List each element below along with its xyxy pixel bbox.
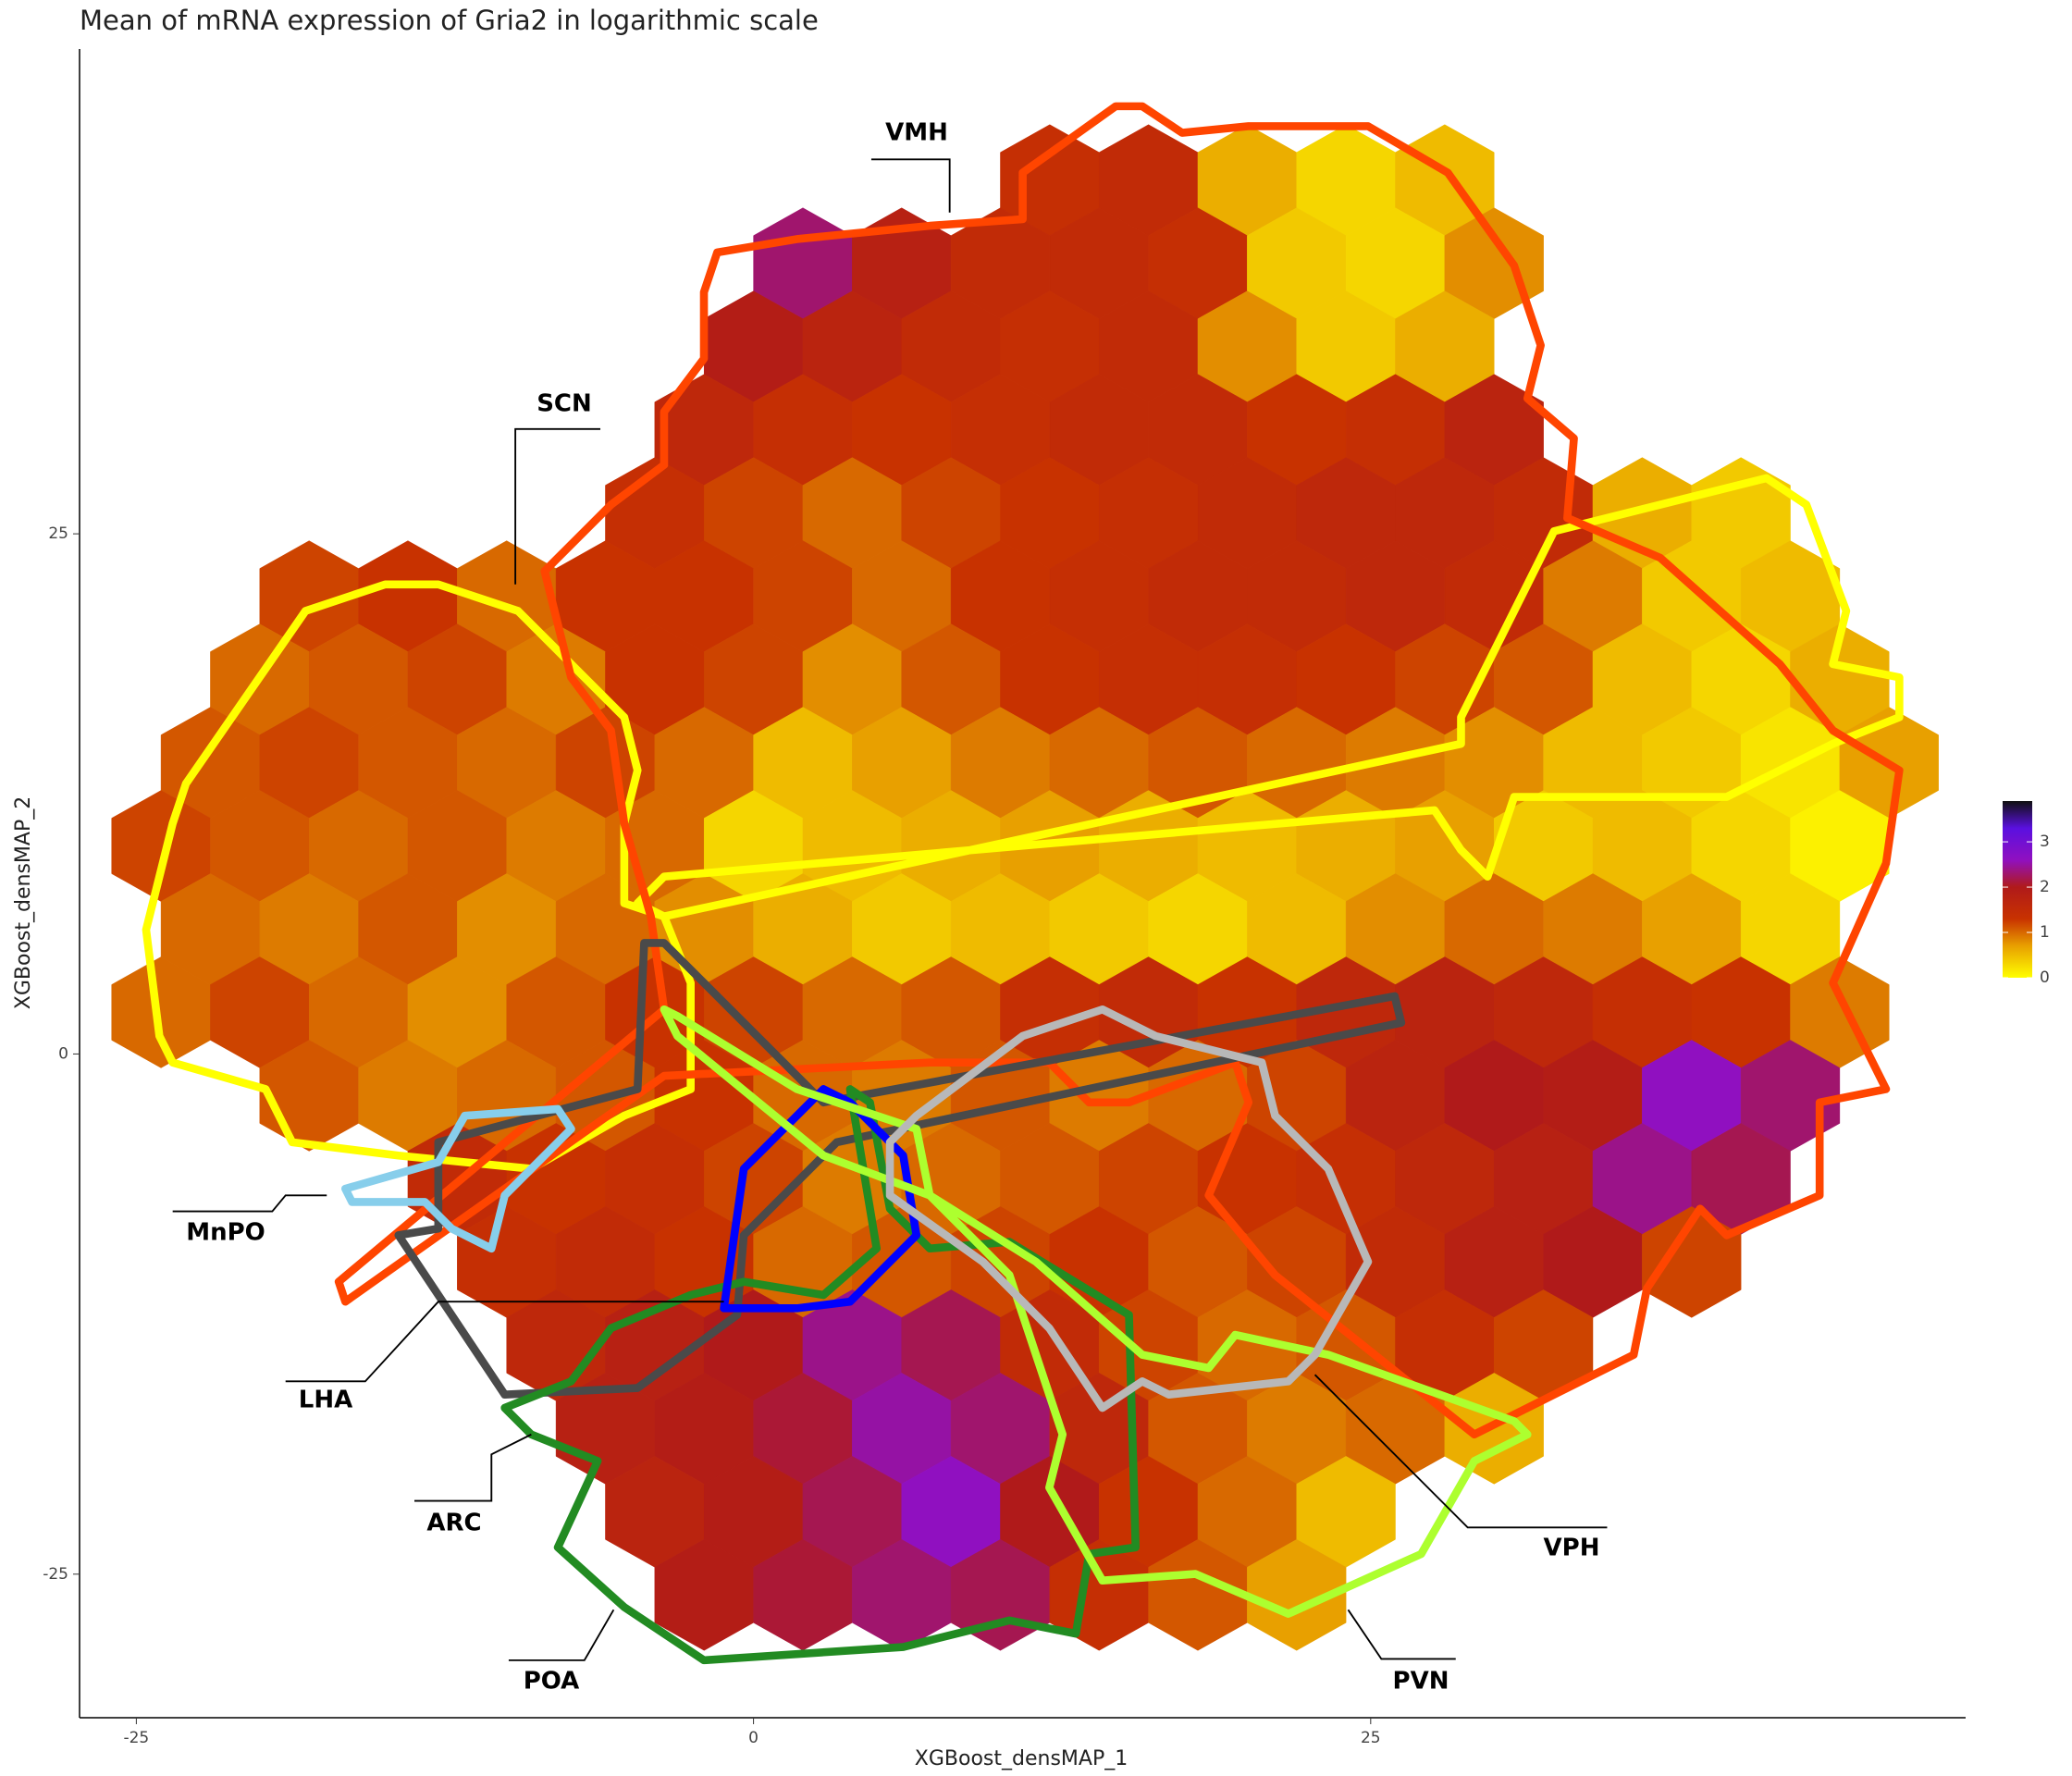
leader-line <box>870 158 951 213</box>
x-tick-label: 25 <box>1361 1729 1381 1747</box>
contour <box>394 939 1406 1400</box>
region-label: PVN <box>1393 1668 1449 1696</box>
colorbar-tick-label: 0 <box>2040 968 2050 987</box>
colorbar-tick-label: 1 <box>2040 923 2050 942</box>
contour <box>885 1005 1373 1412</box>
region-label: SCN <box>536 390 592 418</box>
chart-title: Mean of mRNA expression of Gria2 in loga… <box>80 5 819 36</box>
hex-cell <box>1247 1539 1347 1651</box>
y-tick-label: -25 <box>43 1565 68 1584</box>
x-tick-label: -25 <box>123 1729 149 1747</box>
colorbar-tick-label: 2 <box>2040 878 2050 896</box>
leader-line <box>1314 1374 1608 1529</box>
region-label: POA <box>524 1668 580 1696</box>
contour <box>633 474 1904 921</box>
contour <box>720 1085 921 1313</box>
region-contours <box>142 102 1904 1665</box>
region-label: LHA <box>299 1387 352 1414</box>
leader-line <box>172 1194 327 1213</box>
y-tick-label: 0 <box>58 1044 68 1063</box>
leader-line <box>514 427 601 585</box>
region-label: VPH <box>1544 1535 1600 1562</box>
leader-line <box>285 1301 724 1383</box>
hexbin-layer <box>111 124 1939 1651</box>
region-label: ARC <box>426 1510 481 1537</box>
y-tick-label: 25 <box>48 524 68 543</box>
colorbar-tick-label: 3 <box>2040 832 2050 851</box>
x-axis-label: XGBoost_densMAP_1 <box>915 1747 1128 1770</box>
leader-line <box>414 1433 532 1502</box>
region-label: MnPO <box>186 1219 265 1247</box>
x-tick-label: 0 <box>748 1729 758 1747</box>
region-label: VMH <box>885 119 948 147</box>
contour <box>341 1104 575 1253</box>
hex-cell <box>1642 1206 1742 1318</box>
contour <box>660 1005 1532 1618</box>
leader-line <box>508 1609 615 1661</box>
leader-line <box>1347 1609 1456 1660</box>
colorbar <box>2003 801 2032 978</box>
y-axis-label: XGBoost_densMAP_2 <box>12 796 35 1009</box>
contour <box>334 102 1904 1439</box>
